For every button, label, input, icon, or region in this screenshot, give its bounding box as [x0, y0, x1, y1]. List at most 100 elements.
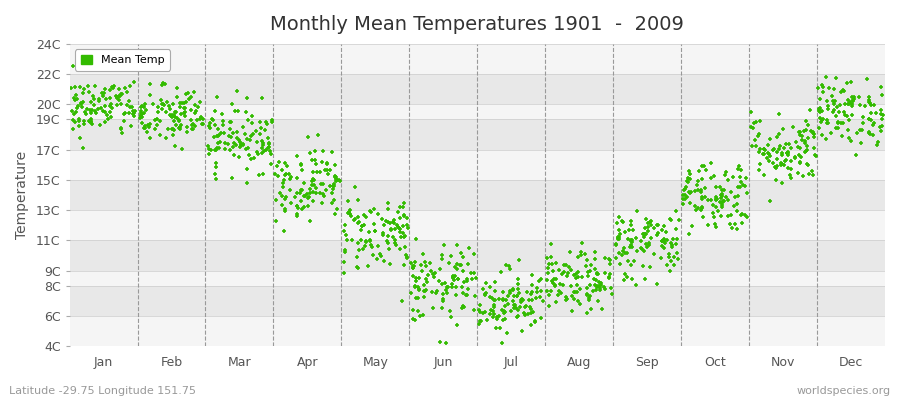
Point [172, 118, 186, 124]
Point [874, 111, 888, 117]
Point [213, 139, 228, 145]
Point [762, 153, 777, 160]
Point [556, 282, 571, 288]
Point [135, 110, 149, 117]
Point [476, 286, 491, 292]
Point [875, 122, 889, 129]
Point [388, 237, 402, 243]
Point [221, 141, 236, 148]
Point [615, 252, 629, 259]
Point [123, 83, 138, 90]
Point [118, 85, 132, 91]
Point [655, 238, 670, 244]
Point [826, 109, 841, 115]
Point [238, 131, 253, 137]
Point [708, 194, 723, 200]
Point [547, 282, 562, 288]
Point [521, 296, 535, 303]
Point [247, 155, 261, 161]
Point [439, 340, 454, 346]
Point [380, 238, 394, 244]
Point [812, 108, 826, 114]
Point [695, 163, 709, 169]
Point [657, 238, 671, 244]
Point [417, 287, 431, 294]
Point [650, 281, 664, 287]
Point [499, 262, 513, 268]
Point [400, 215, 414, 222]
Point [105, 85, 120, 92]
Point [166, 127, 181, 133]
Point [542, 303, 556, 309]
Point [211, 132, 225, 139]
Point [432, 278, 446, 284]
Point [804, 127, 818, 134]
Point [792, 160, 806, 166]
Point [714, 192, 728, 198]
Point [455, 305, 470, 312]
Point [625, 238, 639, 244]
Point [387, 220, 401, 226]
Point [184, 94, 198, 100]
Point [364, 208, 378, 215]
Point [791, 152, 806, 158]
Point [303, 186, 318, 192]
Point [752, 149, 767, 155]
Point [571, 298, 585, 304]
Point [752, 160, 767, 167]
Point [729, 201, 743, 207]
Point [187, 110, 202, 116]
Point [488, 278, 502, 285]
Point [663, 240, 678, 246]
Point [639, 216, 653, 222]
Point [589, 277, 603, 283]
Point [277, 176, 292, 183]
Point [413, 313, 428, 320]
Point [222, 126, 237, 132]
Bar [69, 271, 885, 286]
Point [775, 180, 789, 186]
Point [490, 316, 504, 322]
Point [841, 127, 855, 133]
Point [350, 264, 365, 270]
Point [114, 91, 129, 97]
Point [630, 248, 644, 254]
Point [448, 273, 463, 279]
Point [796, 173, 810, 179]
Point [345, 237, 359, 244]
Point [716, 187, 731, 194]
Point [747, 120, 761, 126]
Point [815, 117, 830, 123]
Point [815, 82, 830, 88]
Point [297, 193, 311, 199]
Point [799, 147, 814, 154]
Point [721, 212, 735, 219]
Point [318, 167, 332, 173]
Point [87, 83, 102, 89]
Point [284, 200, 298, 206]
Point [484, 306, 499, 313]
Point [327, 182, 341, 189]
Point [757, 146, 771, 153]
Point [546, 276, 561, 282]
Point [194, 114, 209, 120]
Point [301, 133, 315, 140]
Bar [69, 120, 885, 150]
Point [592, 287, 607, 293]
Point [800, 122, 814, 128]
Point [440, 284, 454, 290]
Point [847, 96, 861, 102]
Point [229, 142, 243, 148]
Point [194, 121, 209, 127]
Point [620, 258, 634, 264]
Point [178, 91, 193, 97]
Point [417, 282, 431, 288]
Point [593, 282, 608, 288]
Point [862, 131, 877, 137]
Point [128, 107, 142, 114]
Point [302, 150, 317, 156]
Point [486, 314, 500, 320]
Point [505, 286, 519, 292]
Point [721, 197, 735, 203]
Point [762, 158, 777, 164]
